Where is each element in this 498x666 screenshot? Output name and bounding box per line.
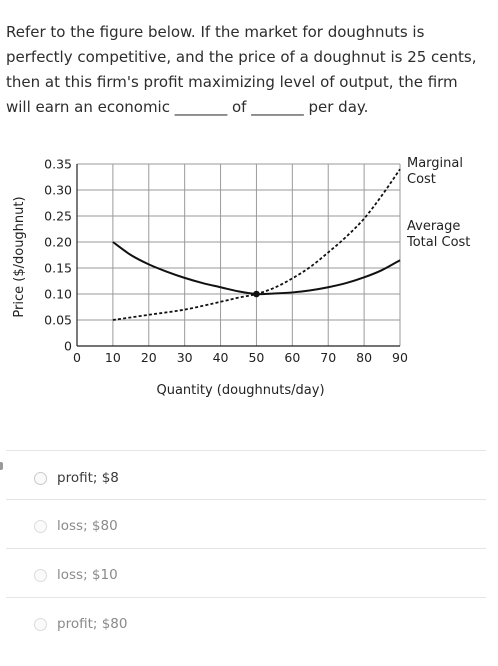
y-tick-label: 0.20	[44, 235, 72, 250]
y-tick-label: 0.05	[44, 313, 72, 328]
radio-button[interactable]	[34, 471, 47, 485]
y-tick-label: 0	[64, 339, 72, 354]
answer-option-2[interactable]: loss; $80	[34, 514, 118, 538]
x-tick-label: 90	[392, 350, 408, 365]
divider	[6, 548, 486, 549]
answer-option-3[interactable]: loss; $10	[34, 563, 118, 587]
legend-label-marginal-cost: Marginal Cost	[407, 156, 463, 187]
y-tick-label: 0.25	[44, 209, 72, 224]
y-tick-label: 0.30	[44, 183, 72, 198]
chart-svg: 0 0.05 0.10 0.15 0.20 0.25 0.30 0.35 0 10 20 30 40 50…	[12, 156, 470, 398]
option-label: loss; $10	[57, 567, 118, 583]
radio-button[interactable]	[34, 617, 47, 631]
divider	[6, 499, 486, 500]
y-tick-label: 0.35	[44, 157, 72, 172]
option-label: profit; $80	[57, 616, 128, 632]
x-tick-label: 60	[284, 350, 300, 365]
x-tick-label: 10	[105, 350, 121, 365]
scroll-edge-marker	[0, 462, 3, 470]
legend-label-average-total-cost: Average Total Cost	[406, 219, 470, 250]
divider	[6, 450, 486, 451]
y-tick-label: 0.15	[44, 261, 72, 276]
radio-button[interactable]	[34, 568, 47, 582]
divider	[6, 597, 486, 598]
x-tick-label: 70	[320, 350, 336, 365]
option-label: loss; $80	[57, 518, 118, 534]
option-label: profit; $8	[57, 470, 119, 486]
x-tick-label: 80	[356, 350, 372, 365]
intersection-point	[253, 290, 260, 298]
y-axis-label: Price ($/doughnut)	[12, 196, 27, 317]
x-tick-label: 20	[141, 350, 157, 365]
y-tick-label: 0.10	[44, 287, 72, 302]
answer-option-1[interactable]: profit; $8	[34, 466, 119, 490]
answer-option-4[interactable]: profit; $80	[34, 612, 128, 636]
x-tick-label: 40	[213, 350, 229, 365]
cost-curves-chart: 0 0.05 0.10 0.15 0.20 0.25 0.30 0.35 0 10 20 30 40 50…	[0, 140, 498, 410]
x-axis-label: Quantity (doughnuts/day)	[156, 383, 324, 398]
x-tick-label: 0	[73, 350, 81, 365]
question-text: Refer to the figure below. If the market…	[6, 23, 477, 116]
x-tick-label: 50	[248, 350, 264, 365]
x-tick-label: 30	[177, 350, 193, 365]
marginal-cost-curve	[112, 168, 401, 321]
radio-button[interactable]	[34, 519, 47, 533]
